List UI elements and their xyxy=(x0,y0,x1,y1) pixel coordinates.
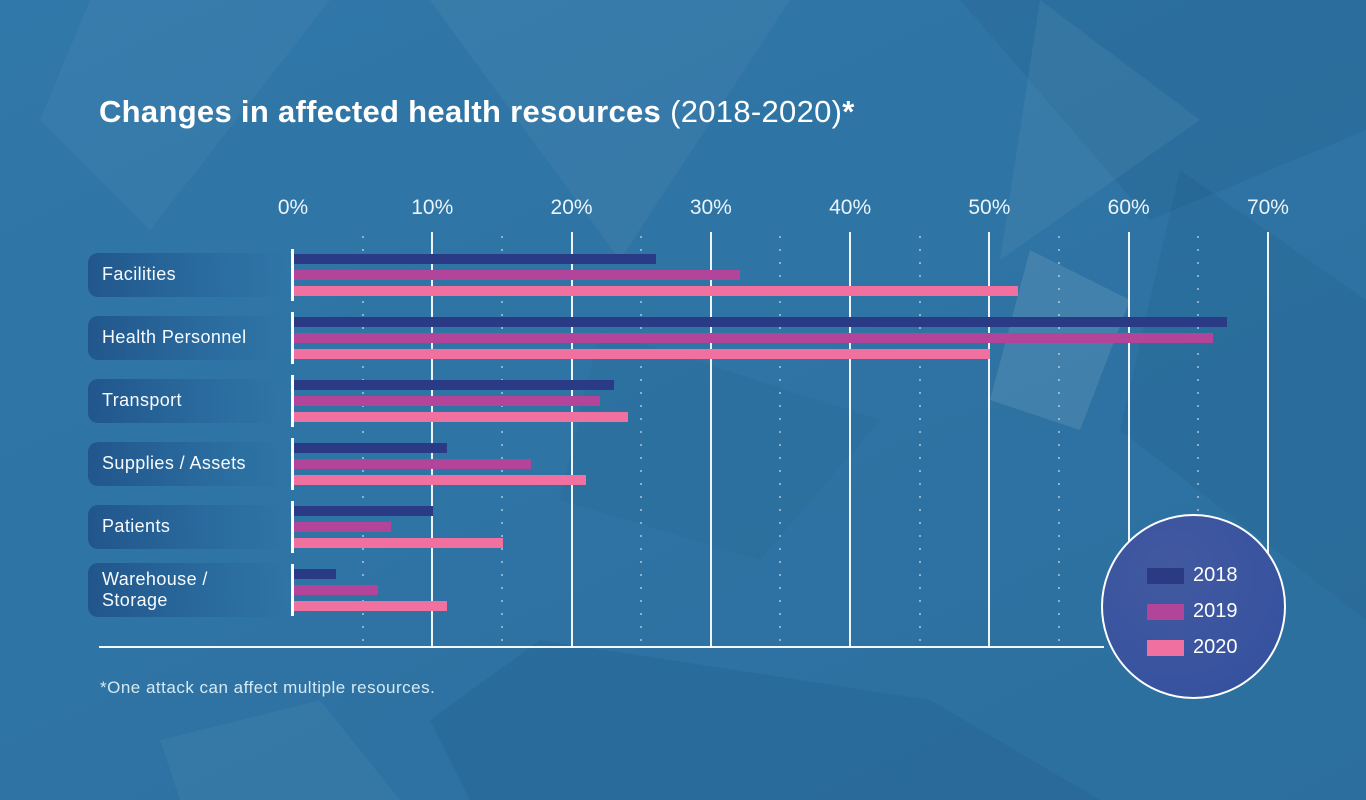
gridline-minor xyxy=(640,236,643,648)
gridline-minor xyxy=(918,236,921,648)
chart-title: Changes in affected health resources (201… xyxy=(99,94,855,130)
legend-item-2019: 2019 xyxy=(1147,600,1238,623)
bar-2019 xyxy=(294,585,378,595)
legend-label: 2020 xyxy=(1193,636,1238,658)
footnote: *One attack can affect multiple resource… xyxy=(100,678,436,697)
gridline-minor xyxy=(779,236,782,648)
x-axis-baseline xyxy=(99,646,1104,648)
bar-2018 xyxy=(294,569,336,579)
x-axis-tick-label: 0% xyxy=(277,196,309,219)
bar-2018 xyxy=(294,443,448,453)
category-label: Transport xyxy=(102,390,182,411)
gridline-major xyxy=(1127,232,1130,648)
legend-swatch xyxy=(1147,567,1184,584)
bar-2019 xyxy=(294,459,531,469)
zero-percent-tick xyxy=(291,312,294,364)
bar-2018 xyxy=(294,254,657,264)
legend-circle: 2018 2019 2020 xyxy=(1101,514,1286,699)
gridline-major xyxy=(849,232,852,648)
category-pill: Warehouse / Storage xyxy=(88,563,285,617)
bar-2019 xyxy=(294,522,392,532)
bar-2020 xyxy=(294,286,1019,296)
bar-2019 xyxy=(294,396,601,406)
gridline-minor xyxy=(1058,236,1061,648)
bar-2019 xyxy=(294,270,740,280)
bar-2018 xyxy=(294,380,615,390)
category-pill: Supplies / Assets xyxy=(88,442,285,486)
legend-swatch xyxy=(1147,639,1184,656)
category-label: Supplies / Assets xyxy=(102,453,246,474)
x-axis-tick-label: 30% xyxy=(689,196,732,219)
x-axis-tick-label: 50% xyxy=(968,196,1011,219)
legend-label: 2019 xyxy=(1193,600,1238,622)
zero-percent-tick xyxy=(291,249,294,301)
gridline-major xyxy=(570,232,573,648)
chart-title-asterisk: * xyxy=(842,94,855,129)
zero-percent-tick xyxy=(291,375,294,427)
zero-percent-tick xyxy=(291,564,294,616)
category-pill: Health Personnel xyxy=(88,316,285,360)
legend-swatch xyxy=(1147,603,1184,620)
bar-2020 xyxy=(294,601,448,611)
category-pill: Transport xyxy=(88,379,285,423)
zero-percent-tick xyxy=(291,438,294,490)
legend-label: 2018 xyxy=(1193,564,1238,586)
x-axis-tick-label: 70% xyxy=(1246,196,1289,219)
category-pill: Patients xyxy=(88,505,285,549)
chart-title-range: (2018-2020) xyxy=(670,94,843,129)
gridline-minor xyxy=(1197,236,1200,648)
gridline-major xyxy=(709,232,712,648)
gridline-minor xyxy=(500,236,503,648)
gridline-major xyxy=(988,232,991,648)
category-pill: Facilities xyxy=(88,253,285,297)
bar-2020 xyxy=(294,412,629,422)
zero-percent-tick xyxy=(291,501,294,553)
bar-2019 xyxy=(294,333,1214,343)
x-axis-tick-label: 20% xyxy=(550,196,593,219)
bar-2018 xyxy=(294,506,434,516)
category-label: Warehouse / Storage xyxy=(102,568,208,610)
legend-item-2020: 2020 xyxy=(1147,636,1238,659)
bar-2020 xyxy=(294,349,991,359)
gridline-major xyxy=(1266,232,1269,648)
x-axis-tick-label: 10% xyxy=(411,196,454,219)
category-label: Health Personnel xyxy=(102,327,247,348)
category-label: Patients xyxy=(102,516,171,537)
chart-title-main: Changes in affected health resources xyxy=(99,94,662,129)
legend-item-2018: 2018 xyxy=(1147,564,1238,587)
x-axis-tick-label: 40% xyxy=(829,196,872,219)
gridline-minor xyxy=(361,236,364,648)
bar-2018 xyxy=(294,317,1228,327)
x-axis-tick-label: 60% xyxy=(1107,196,1150,219)
gridline-major xyxy=(431,232,434,648)
bar-2020 xyxy=(294,538,503,548)
bar-2020 xyxy=(294,475,587,485)
category-label: Facilities xyxy=(102,264,177,285)
